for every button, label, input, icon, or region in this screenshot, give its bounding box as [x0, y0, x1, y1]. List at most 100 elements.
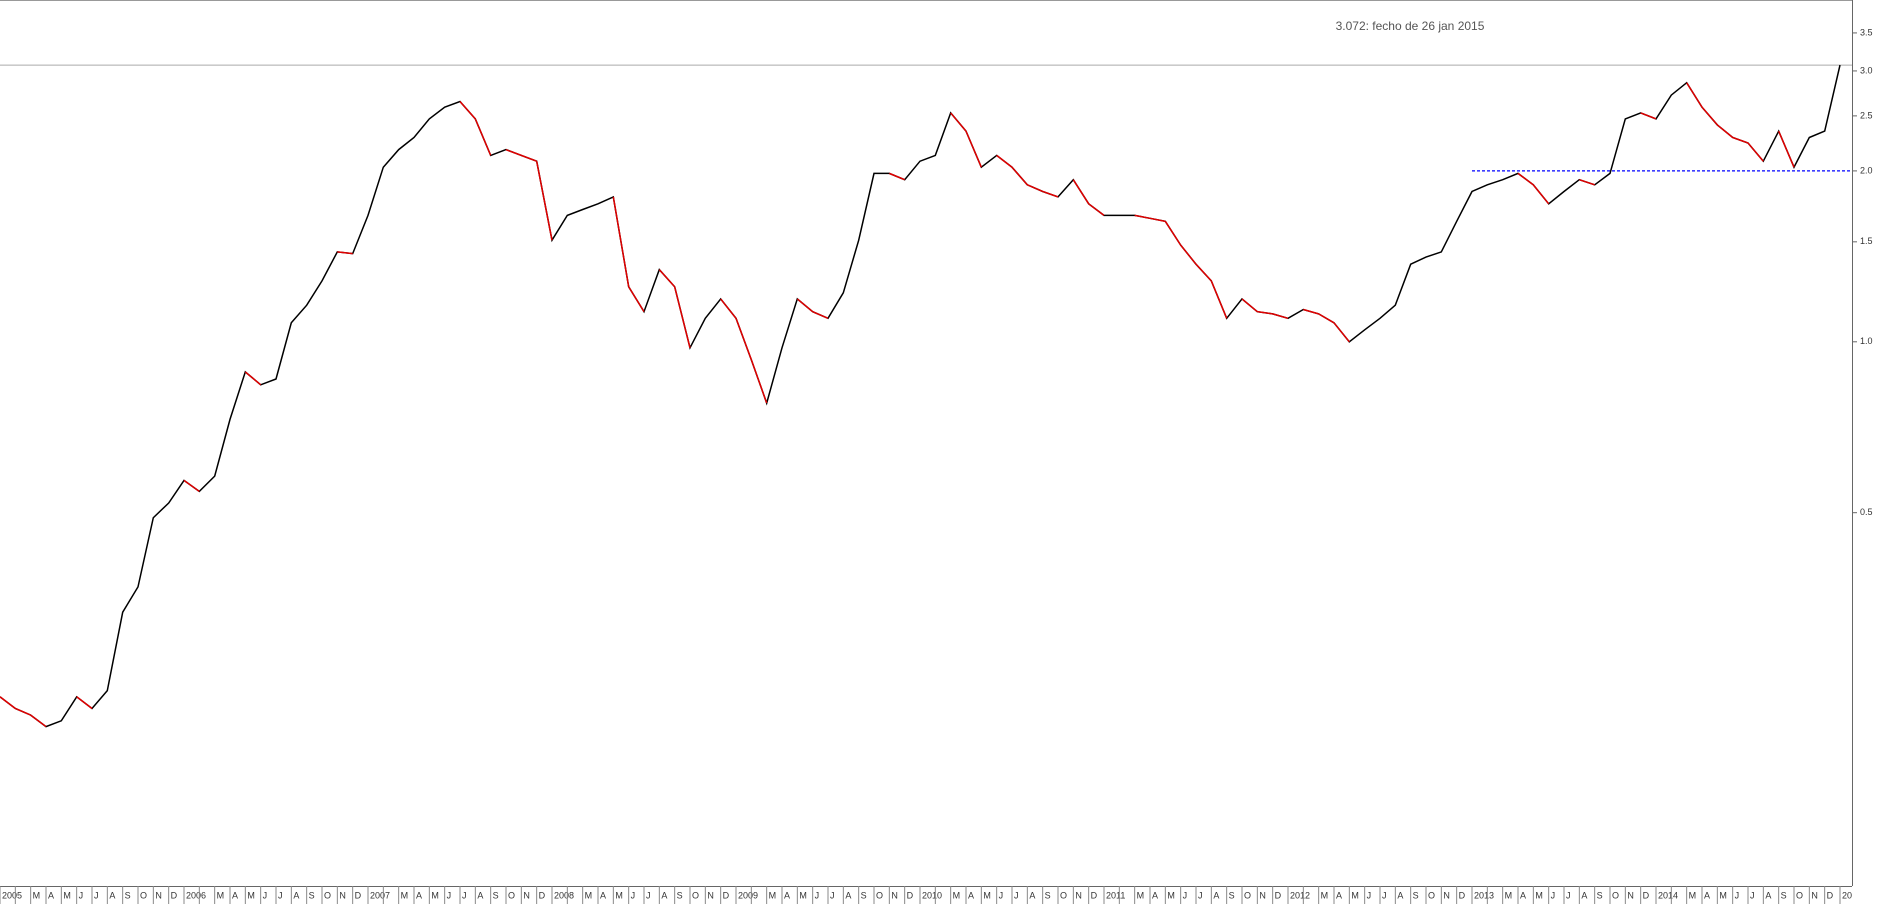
- down-move: [505, 148, 522, 157]
- down-move: [1088, 203, 1105, 216]
- y-tick-label: 1.5: [1860, 236, 1873, 246]
- x-tick-label: A: [1336, 890, 1342, 900]
- x-tick-label: 2014: [1658, 890, 1678, 900]
- down-move: [1517, 172, 1534, 186]
- down-move: [750, 359, 768, 404]
- down-move: [76, 696, 93, 710]
- down-move: [658, 269, 676, 288]
- down-move: [1686, 82, 1703, 108]
- x-tick-label: J: [1014, 890, 1019, 900]
- x-tick-label: N: [1811, 890, 1818, 900]
- down-move: [965, 130, 983, 168]
- x-tick-label: M: [1167, 890, 1175, 900]
- x-tick-label: N: [339, 890, 346, 900]
- x-tick-label: J: [646, 890, 651, 900]
- x-tick-label: J: [1367, 890, 1372, 900]
- down-move: [628, 286, 645, 313]
- y-tick-label: 0.5: [1860, 507, 1873, 517]
- x-tick-label: M: [1719, 890, 1727, 900]
- down-move: [1777, 130, 1795, 168]
- x-tick-label: J: [1198, 890, 1203, 900]
- x-tick-label: M: [615, 890, 623, 900]
- down-move: [720, 298, 737, 319]
- down-move: [474, 118, 492, 156]
- x-tick-label: N: [155, 890, 162, 900]
- x-tick-label: M: [1535, 890, 1543, 900]
- x-tick-label: A: [1029, 890, 1035, 900]
- down-move: [1180, 244, 1197, 265]
- x-tick-label: J: [278, 890, 283, 900]
- x-tick-label: M: [401, 890, 409, 900]
- x-tick-label: D: [1459, 890, 1466, 900]
- x-tick-label: A: [1765, 890, 1771, 900]
- x-tick-label: D: [1275, 890, 1282, 900]
- x-tick-label: M: [217, 890, 225, 900]
- x-tick-label: J: [1566, 890, 1571, 900]
- x-tick-label: M: [953, 890, 961, 900]
- x-tick-label: 2010: [922, 890, 942, 900]
- down-move: [1318, 313, 1335, 324]
- x-tick-label: S: [677, 890, 683, 900]
- x-tick-label: 2007: [370, 890, 390, 900]
- down-move: [1303, 308, 1319, 315]
- x-tick-label: M: [33, 890, 41, 900]
- x-tick-label: A: [293, 890, 299, 900]
- x-tick-label: D: [355, 890, 362, 900]
- y-tick-label: 2.5: [1860, 110, 1873, 120]
- x-tick-label: O: [1612, 890, 1619, 900]
- x-tick-label: M: [63, 890, 70, 900]
- down-move: [1732, 136, 1749, 144]
- x-tick-label: S: [1781, 890, 1787, 900]
- down-move: [337, 251, 353, 255]
- x-tick-label: S: [493, 890, 499, 900]
- x-tick-label: J: [1735, 890, 1740, 900]
- down-move: [1747, 142, 1764, 162]
- x-tick-label: M: [247, 890, 255, 900]
- x-tick-label: J: [1382, 890, 1387, 900]
- down-move: [1257, 310, 1273, 315]
- down-move: [1195, 263, 1212, 282]
- down-move: [0, 696, 16, 710]
- x-tick-label: J: [94, 890, 99, 900]
- x-tick-label: M: [1505, 890, 1513, 900]
- x-tick-label: A: [1704, 890, 1710, 900]
- x-tick-label: S: [309, 890, 315, 900]
- x-tick-label: M: [769, 890, 777, 900]
- x-tick-label: N: [1075, 890, 1082, 900]
- x-tick-label: J: [263, 890, 268, 900]
- down-move: [812, 310, 829, 319]
- x-tick-label: A: [109, 890, 115, 900]
- down-move: [1701, 106, 1718, 126]
- x-tick-label: N: [1627, 890, 1634, 900]
- x-tick-label: J: [830, 890, 835, 900]
- x-tick-label: J: [447, 890, 452, 900]
- x-tick-label: D: [171, 890, 178, 900]
- down-move: [950, 112, 967, 132]
- down-move: [1149, 217, 1166, 223]
- price-line: [0, 64, 1841, 728]
- down-move: [183, 479, 200, 493]
- x-tick-label: N: [1443, 890, 1450, 900]
- down-move: [1072, 179, 1090, 205]
- down-move: [735, 318, 753, 360]
- x-tick-label: A: [1213, 890, 1219, 900]
- x-tick-label: N: [523, 890, 530, 900]
- down-move: [1027, 184, 1043, 193]
- x-tick-label: J: [462, 890, 467, 900]
- down-move: [459, 101, 476, 120]
- x-tick-label: N: [707, 890, 714, 900]
- x-tick-label: O: [1428, 890, 1435, 900]
- x-tick-label: 2012: [1290, 890, 1310, 900]
- x-tick-label: O: [876, 890, 883, 900]
- x-tick-label: M: [1137, 890, 1145, 900]
- x-tick-label: A: [1520, 890, 1526, 900]
- x-tick-label: D: [1827, 890, 1834, 900]
- x-tick-label: A: [845, 890, 851, 900]
- x-tick-label: N: [891, 890, 898, 900]
- down-move: [673, 286, 691, 348]
- down-move: [1011, 166, 1028, 186]
- y-tick-label: 2.0: [1860, 165, 1873, 175]
- x-tick-label: O: [140, 890, 147, 900]
- x-tick-label: S: [861, 890, 867, 900]
